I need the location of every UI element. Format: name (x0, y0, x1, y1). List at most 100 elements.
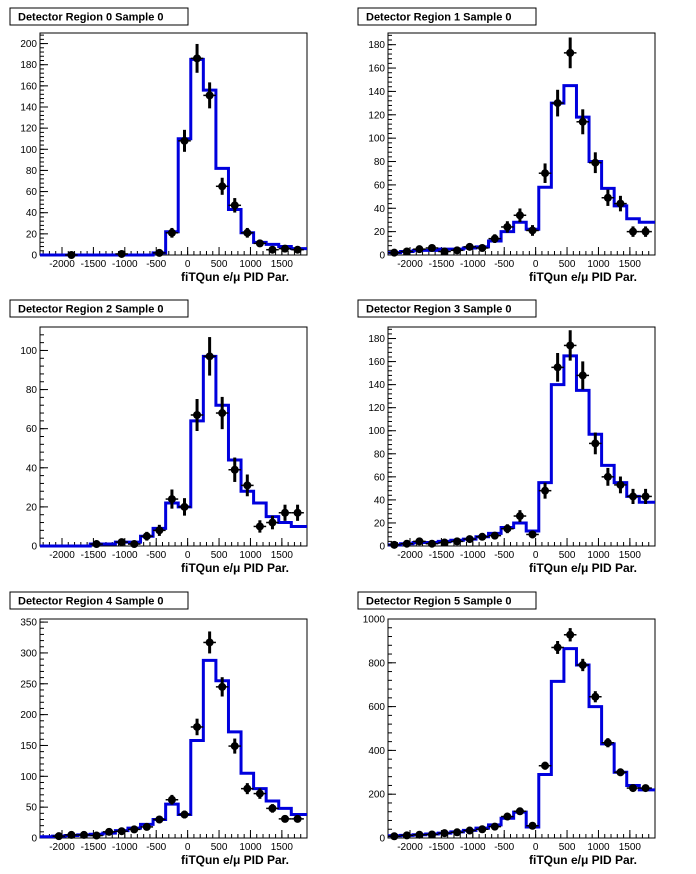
data-point (180, 502, 189, 511)
data-point (528, 226, 537, 235)
data-point (641, 492, 650, 501)
y-tick-label: 0 (379, 834, 385, 845)
y-tick-label: 40 (26, 463, 38, 474)
y-tick-label: 160 (368, 64, 385, 75)
y-tick-label: 20 (374, 227, 386, 238)
data-point (578, 117, 587, 126)
data-point (155, 815, 164, 824)
y-tick-label: 0 (31, 834, 37, 845)
chart-title-box (9, 591, 189, 610)
data-point (193, 410, 202, 419)
data-point (293, 245, 302, 254)
data-point (566, 630, 575, 639)
data-point (293, 814, 302, 823)
data-point (255, 522, 264, 531)
x-tick-label: 1500 (619, 259, 642, 270)
data-point (440, 247, 449, 256)
chart-panel-3: Detector Region 3 Sample 0 0 20 40 60 80 100 12… (357, 299, 656, 575)
data-point (515, 807, 524, 816)
x-tick-label: -2000 (49, 259, 75, 270)
data-point (205, 352, 214, 361)
y-tick-label: 60 (26, 187, 38, 198)
data-point (553, 363, 562, 372)
data-point (553, 99, 562, 108)
data-point (629, 227, 638, 236)
data-point (603, 472, 612, 481)
y-tick-label: 50 (26, 803, 38, 814)
chart-panel-4: Detector Region 4 Sample 0 0 50 100 150 200 25… (9, 591, 308, 867)
y-tick-label: 140 (368, 87, 385, 98)
data-point (218, 182, 227, 191)
x-tick-label: -1000 (460, 259, 486, 270)
data-point (281, 508, 290, 517)
x-tick-label: 500 (559, 259, 576, 270)
x-axis-label: fiTQun e/μ PID Par. (181, 270, 289, 284)
data-point (591, 692, 600, 701)
x-tick-label: 500 (211, 259, 228, 270)
y-tick-label: 800 (368, 658, 385, 669)
data-point (268, 804, 277, 813)
data-point (402, 539, 411, 548)
data-point (478, 532, 487, 541)
x-tick-label: 500 (559, 842, 576, 853)
x-tick-label: 0 (185, 550, 191, 561)
x-tick-label: 0 (533, 550, 539, 561)
data-point (541, 486, 550, 495)
x-tick-label: -2000 (397, 550, 423, 561)
data-point (566, 48, 575, 57)
data-point (180, 810, 189, 819)
x-tick-label: 1500 (271, 550, 294, 561)
y-tick-label: 350 (20, 618, 37, 629)
chart-title: Detector Region 4 Sample 0 (18, 596, 164, 608)
mc-histogram-line (388, 84, 655, 255)
data-point (230, 201, 239, 210)
y-tick-label: 100 (20, 772, 37, 783)
x-tick-label: 0 (533, 259, 539, 270)
x-tick-label: 1000 (587, 550, 610, 561)
data-point (629, 492, 638, 501)
x-tick-label: 0 (185, 842, 191, 853)
data-point (453, 537, 462, 546)
x-axis-label: fiTQun e/μ PID Par. (181, 561, 289, 575)
y-tick-label: 300 (20, 648, 37, 659)
data-point (503, 524, 512, 533)
data-point (218, 409, 227, 418)
data-point (641, 784, 650, 793)
data-point (92, 540, 101, 549)
data-point (268, 518, 277, 527)
data-point (453, 828, 462, 837)
data-point (67, 251, 76, 259)
data-point (528, 821, 537, 830)
data-point (117, 827, 126, 836)
data-point (130, 825, 139, 834)
plot-frame (39, 326, 308, 547)
x-tick-label: -500 (494, 842, 514, 853)
x-tick-label: -500 (146, 842, 166, 853)
x-axis-label: fiTQun e/μ PID Par. (529, 853, 637, 867)
data-point (465, 242, 474, 251)
data-point (490, 822, 499, 831)
y-tick-label: 80 (26, 166, 38, 177)
x-tick-label: 1500 (619, 550, 642, 561)
chart-title: Detector Region 3 Sample 0 (366, 304, 512, 316)
data-point (117, 249, 126, 258)
data-point (528, 530, 537, 539)
x-tick-label: 500 (211, 842, 228, 853)
x-tick-label: -2000 (49, 550, 75, 561)
y-tick-label: 100 (368, 426, 385, 437)
data-point (591, 439, 600, 448)
plot-frame (39, 32, 308, 256)
x-tick-label: -2000 (397, 259, 423, 270)
x-tick-label: -500 (146, 550, 166, 561)
x-tick-label: 1000 (587, 842, 610, 853)
x-tick-label: 1000 (239, 550, 262, 561)
y-tick-label: 160 (20, 81, 37, 92)
data-point (79, 830, 88, 839)
y-tick-label: 1000 (363, 615, 386, 626)
data-point (427, 243, 436, 252)
plot-frame (387, 326, 656, 547)
chart-title: Detector Region 5 Sample 0 (366, 596, 512, 608)
y-tick-label: 180 (20, 60, 37, 71)
data-point (578, 371, 587, 380)
